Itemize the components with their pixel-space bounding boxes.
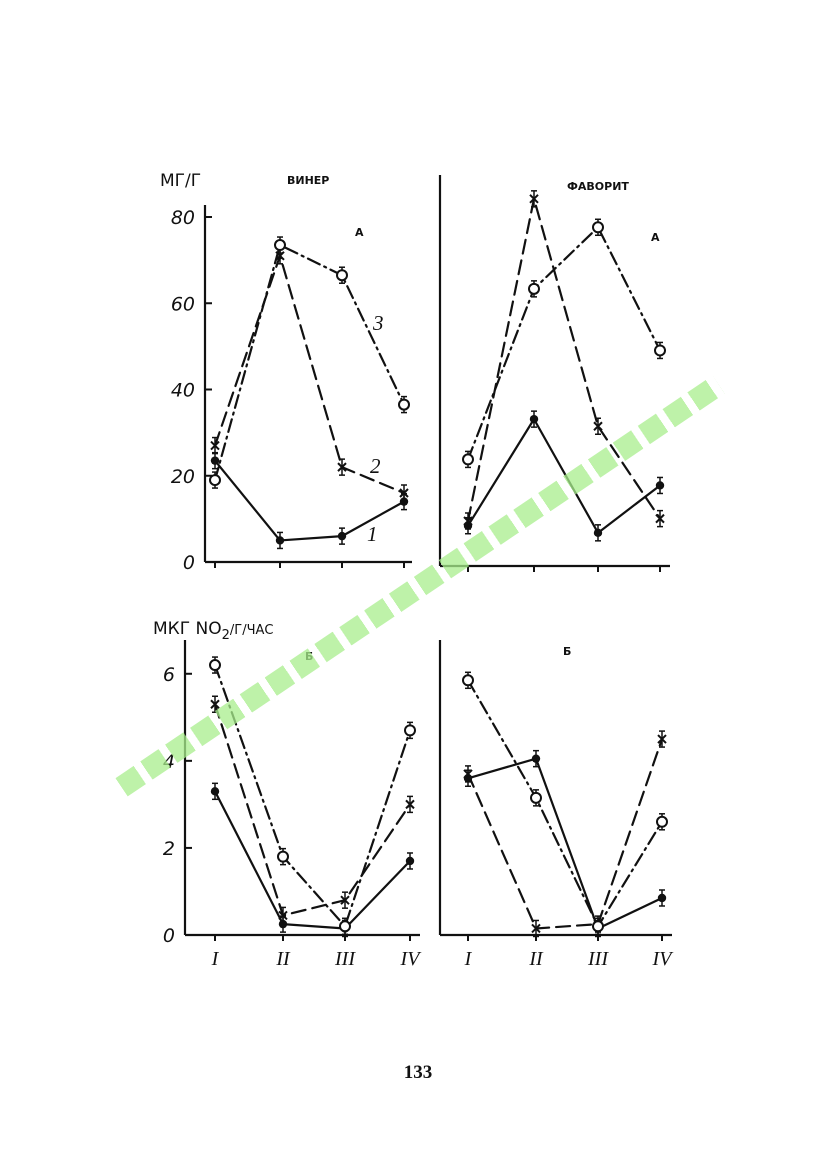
panel-letter-a-left: А xyxy=(355,226,364,239)
ylabel-b: МКГ NO2/Г/ЧАС xyxy=(153,619,273,643)
point-open-circle xyxy=(528,282,540,295)
point-filled-circle xyxy=(210,456,220,465)
curve-label-3: 3 xyxy=(372,311,384,335)
series-line-2 xyxy=(466,737,664,930)
plot-panel-4: I II III IV xyxy=(438,640,675,970)
series-line-1 xyxy=(213,790,412,930)
series-line-2 xyxy=(213,254,406,495)
point-open-circle xyxy=(530,791,542,804)
point-filled-circle xyxy=(529,414,539,424)
point-cross xyxy=(210,699,220,709)
curve-label-1: 1 xyxy=(367,522,378,546)
point-cross xyxy=(340,895,350,905)
point-cross xyxy=(399,488,409,498)
point-open-circle xyxy=(462,674,474,687)
point-cross xyxy=(210,440,220,451)
series-line-1 xyxy=(466,757,664,930)
y-tick-label: 0 xyxy=(163,925,175,947)
point-open-circle xyxy=(209,474,221,487)
series-line-3 xyxy=(466,226,662,461)
series-line-1 xyxy=(213,459,406,542)
point-cross xyxy=(655,513,665,524)
panel-letter-b-right: Б xyxy=(563,645,571,658)
series-line-2 xyxy=(213,703,412,917)
point-open-circle xyxy=(592,920,604,933)
point-cross xyxy=(529,194,539,204)
page-number: 133 xyxy=(403,1062,433,1083)
point-open-circle xyxy=(277,850,289,863)
point-cross xyxy=(531,923,541,934)
panel-title-viner: ВИНЕР xyxy=(287,174,329,187)
point-open-circle xyxy=(654,344,666,357)
point-filled-circle xyxy=(593,528,603,538)
y-tick-label: 6 xyxy=(163,664,175,686)
y-tick-label: 60 xyxy=(171,293,195,315)
point-filled-circle xyxy=(405,856,415,866)
point-open-circle xyxy=(274,239,286,252)
series-line-3 xyxy=(213,663,412,928)
point-filled-circle xyxy=(275,536,285,545)
point-open-circle xyxy=(404,724,416,737)
point-filled-circle xyxy=(531,754,541,763)
point-open-circle xyxy=(462,453,474,466)
point-open-circle xyxy=(656,815,668,828)
y-tick-label: 40 xyxy=(171,380,195,402)
point-open-circle xyxy=(209,659,221,672)
point-open-circle xyxy=(592,221,604,234)
x-tick-label: I xyxy=(211,948,220,970)
x-tick-label: III xyxy=(587,948,609,970)
curve-label-2: 2 xyxy=(370,454,381,478)
point-open-circle xyxy=(336,269,348,282)
point-cross xyxy=(463,769,473,779)
point-cross xyxy=(593,421,603,431)
x-tick-label: I xyxy=(464,948,473,970)
point-cross xyxy=(657,734,667,744)
y-tick-label: 2 xyxy=(163,838,175,860)
series-line-3 xyxy=(466,679,664,928)
y-tick-label: 20 xyxy=(171,466,195,488)
y-tick-label: 80 xyxy=(171,207,195,229)
panel-title-favorit: ФАВОРИТ xyxy=(567,180,629,193)
point-filled-circle xyxy=(655,481,665,490)
x-tick-label: IV xyxy=(652,948,675,970)
x-tick-label: II xyxy=(275,948,291,970)
x-tick-label: III xyxy=(334,948,356,970)
series-line-3 xyxy=(213,243,406,482)
point-cross xyxy=(278,910,288,921)
point-cross xyxy=(463,516,473,526)
point-cross xyxy=(337,462,347,472)
x-tick-label: IV xyxy=(400,948,423,970)
point-filled-circle xyxy=(210,787,220,796)
plot-panel-1: 0 20 40 60 80 xyxy=(171,205,412,574)
plot-panel-3: 0246IIIIIIIV xyxy=(163,640,422,970)
point-filled-circle xyxy=(657,893,667,903)
series-line-2 xyxy=(466,197,662,523)
x-tick-label: II xyxy=(528,948,544,970)
point-open-circle xyxy=(398,398,410,411)
plot-panel-2 xyxy=(438,175,670,572)
panel-letter-a-right: А xyxy=(651,231,660,244)
y-tick-label: 0 xyxy=(183,552,195,574)
point-cross xyxy=(405,799,415,810)
ylabel-a: МГ/Г xyxy=(160,171,201,191)
point-filled-circle xyxy=(337,531,347,541)
point-open-circle xyxy=(339,920,351,933)
